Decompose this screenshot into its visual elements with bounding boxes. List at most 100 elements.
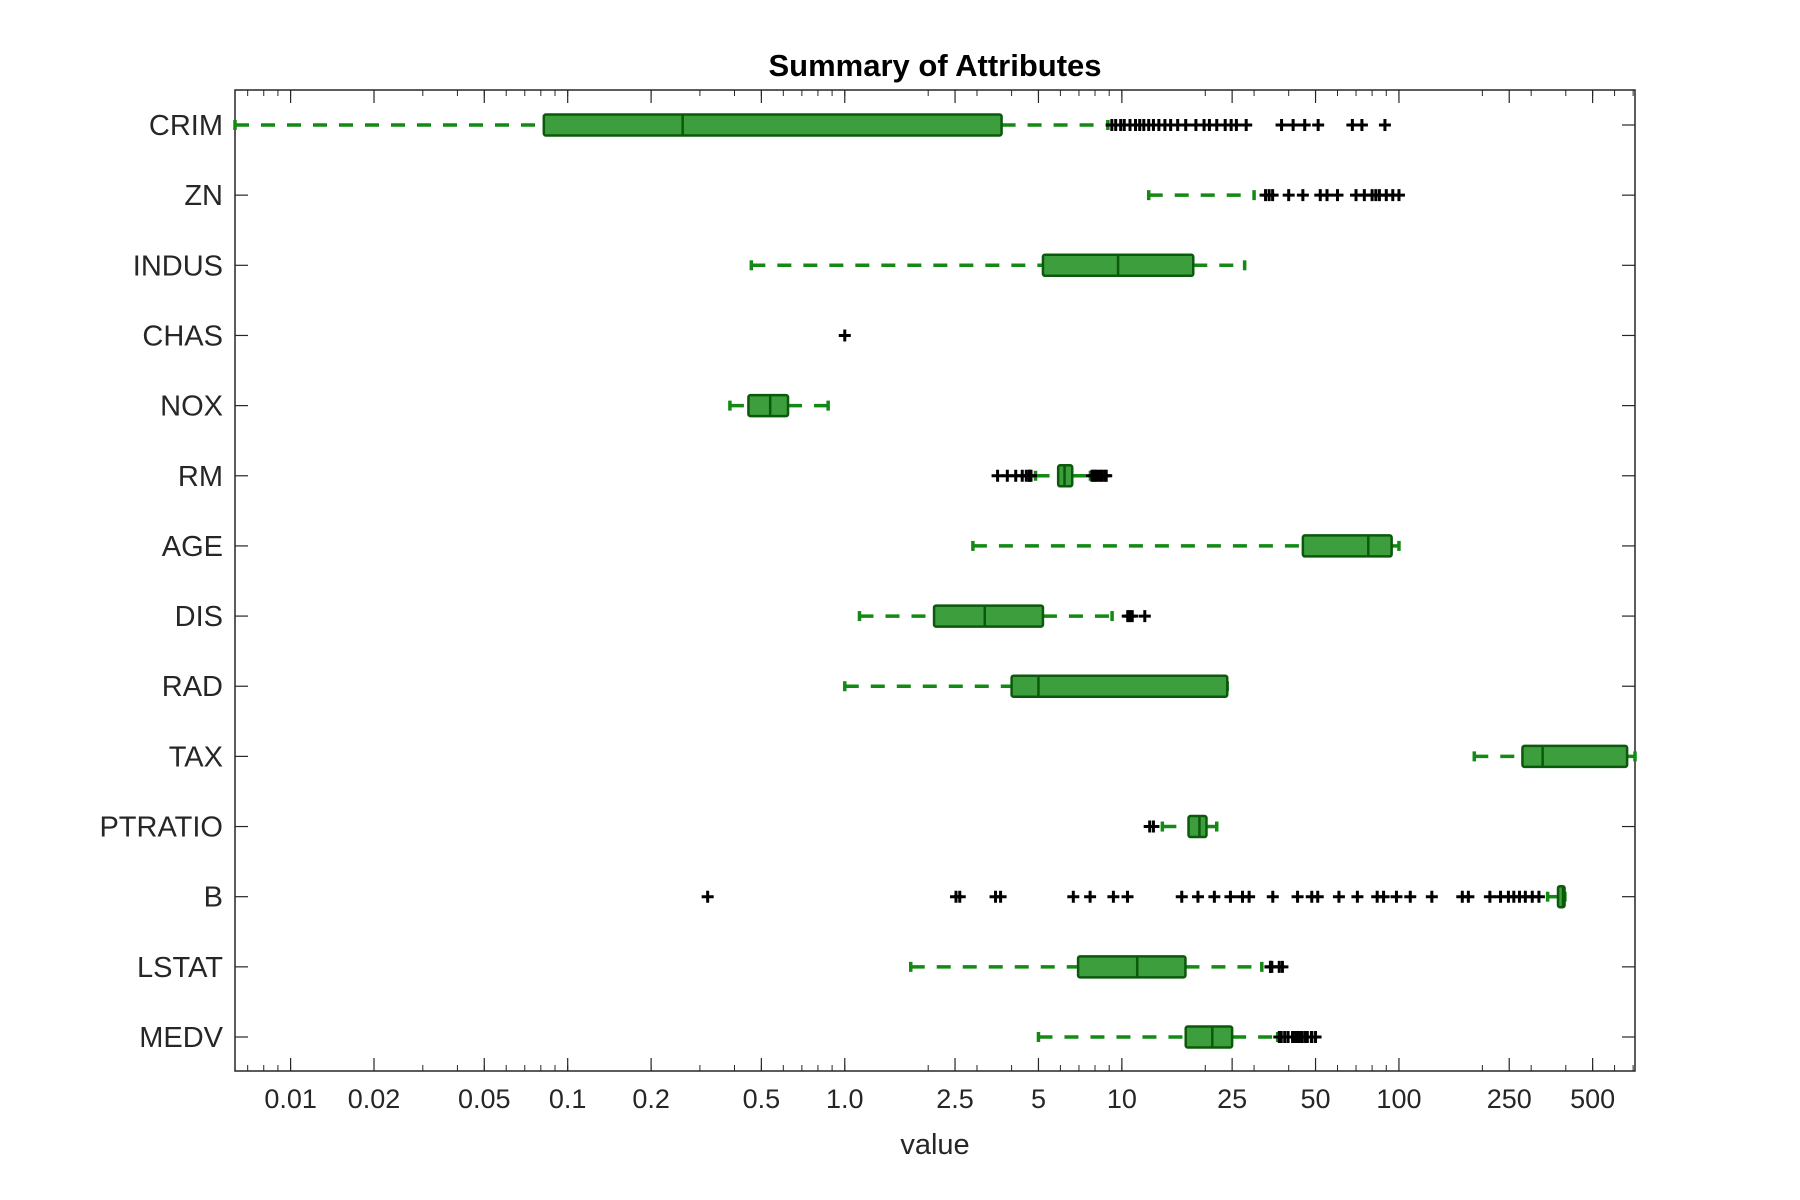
outlier-marker: [1378, 119, 1391, 131]
category-label: DIS: [175, 601, 223, 633]
box-iqr: [1187, 814, 1208, 839]
outlier-marker: [994, 890, 1007, 903]
x-tick-label: 500: [1570, 1084, 1615, 1114]
x-tick-label: 5: [1031, 1084, 1046, 1114]
outlier-marker: [1175, 890, 1188, 903]
outlier-marker: [1084, 890, 1097, 903]
outlier-marker: [1311, 890, 1324, 903]
outlier-marker: [1266, 189, 1279, 202]
outlier-marker: [1321, 189, 1334, 202]
outlier-marker: [1377, 890, 1390, 903]
x-tick-labels: 0.01 0.02 0.05 0.1 0.2 0.5 1.0 2.5 5 10 25 50 100 250…: [264, 1084, 1615, 1114]
category-label: ZN: [184, 180, 223, 212]
outlier-marker: [953, 890, 966, 903]
outlier-marker: [1100, 469, 1113, 482]
category-label: NOX: [160, 391, 223, 423]
box-medv: [1036, 1025, 1322, 1049]
outlier-marker: [701, 890, 714, 903]
x-tick-label: 50: [1301, 1084, 1331, 1114]
x-tick-label: 0.02: [348, 1084, 401, 1114]
outlier-marker: [1332, 890, 1345, 903]
x-tick-label: 2.5: [936, 1084, 974, 1114]
box-dis: [857, 604, 1151, 628]
box-iqr: [1076, 955, 1187, 979]
box-indus: [749, 253, 1247, 278]
x-tick-label: 0.2: [632, 1084, 670, 1114]
box-iqr: [747, 393, 790, 418]
outlier-marker: [1312, 119, 1325, 131]
plot-area-frame: [234, 89, 1636, 1072]
axis-ticks: [235, 90, 1635, 1071]
outlier-marker: [1390, 890, 1403, 903]
outlier-marker: [1404, 890, 1417, 903]
outlier-marker: [1138, 610, 1151, 623]
box-tax: [1472, 744, 1637, 769]
box-iqr: [1184, 1025, 1234, 1049]
outlier-marker: [1392, 189, 1405, 202]
category-label: INDUS: [133, 250, 223, 282]
category-label: B: [204, 882, 223, 914]
category-label: RM: [178, 461, 223, 493]
outlier-marker: [838, 329, 851, 342]
outlier-marker: [1147, 820, 1160, 833]
x-tick-label: 0.05: [458, 1084, 511, 1114]
box-rm: [991, 464, 1113, 488]
outlier-marker: [1425, 890, 1438, 903]
outlier-marker: [1298, 119, 1311, 131]
box-iqr: [1010, 674, 1229, 698]
outlier-marker: [1191, 890, 1204, 903]
category-label: PTRATIO: [99, 812, 223, 844]
category-label: LSTAT: [137, 952, 223, 984]
outlier-marker: [1296, 189, 1309, 202]
outlier-marker: [1208, 890, 1221, 903]
category-label: CRIM: [149, 110, 223, 142]
outlier-marker: [1282, 189, 1295, 202]
outlier-marker: [1287, 119, 1300, 131]
box-age: [971, 534, 1401, 558]
x-tick-label: 10: [1107, 1084, 1137, 1114]
outlier-marker: [1331, 189, 1344, 202]
box-series: [233, 113, 1637, 1049]
box-b: [701, 884, 1567, 909]
box-iqr: [932, 604, 1045, 628]
box-nox: [728, 393, 830, 418]
x-axis-label: value: [900, 1129, 969, 1161]
category-labels: CRIM ZN INDUS CHAS NOX RM AGE DIS RAD TAX PTRATIO B…: [99, 110, 223, 1054]
outlier-marker: [1483, 890, 1496, 903]
box-zn: [1146, 189, 1405, 202]
box-iqr: [1301, 534, 1393, 558]
box-iqr: [542, 113, 1003, 137]
outlier-marker: [1224, 890, 1237, 903]
outlier-marker: [1243, 890, 1256, 903]
outlier-marker: [1126, 610, 1139, 623]
box-crim: [233, 113, 1391, 137]
x-tick-label: 0.1: [549, 1084, 587, 1114]
box-lstat: [908, 955, 1289, 979]
category-label: AGE: [162, 531, 223, 563]
outlier-marker: [1291, 890, 1304, 903]
box-rad: [843, 674, 1229, 698]
box-ptratio: [1143, 814, 1219, 839]
outlier-marker: [1276, 960, 1289, 973]
outlier-marker: [1025, 469, 1038, 482]
chart-title: Summary of Attributes: [768, 48, 1101, 83]
x-tick-label: 25: [1217, 1084, 1247, 1114]
outlier-marker: [1107, 890, 1120, 903]
x-tick-label: 250: [1487, 1084, 1532, 1114]
outlier-marker: [1179, 119, 1192, 131]
outlier-marker: [1462, 890, 1475, 903]
outlier-marker: [1275, 119, 1288, 131]
outlier-marker: [1355, 119, 1368, 131]
x-tick-label: 1.0: [826, 1084, 864, 1114]
box-chas: [838, 329, 851, 342]
category-label: CHAS: [142, 320, 223, 352]
outlier-marker: [1240, 119, 1253, 131]
outlier-marker: [1309, 1031, 1322, 1043]
outlier-marker: [1067, 890, 1080, 903]
x-tick-label: 0.5: [743, 1084, 781, 1114]
outlier-marker: [1121, 890, 1134, 903]
category-label: TAX: [169, 741, 223, 773]
x-tick-label: 100: [1376, 1084, 1421, 1114]
category-label: RAD: [162, 671, 223, 703]
